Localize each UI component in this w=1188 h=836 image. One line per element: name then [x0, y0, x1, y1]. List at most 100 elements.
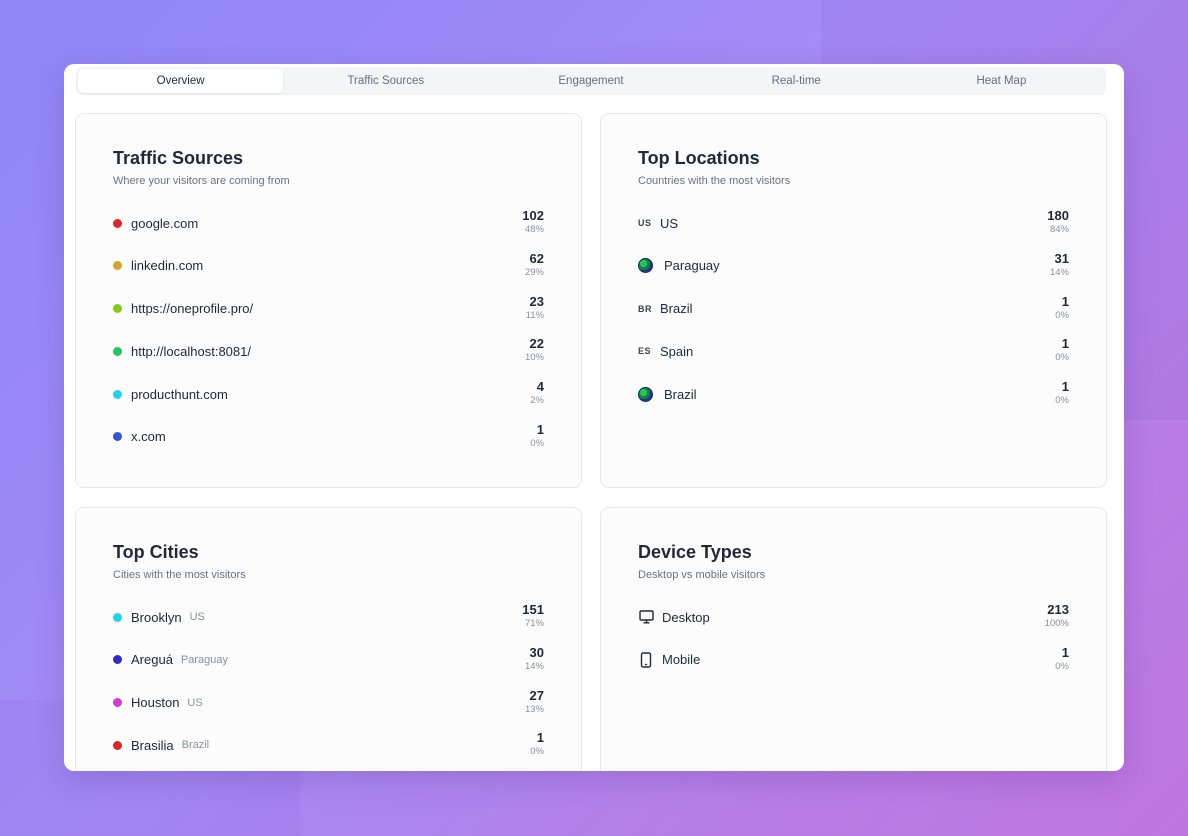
visitor-count: 4	[536, 379, 544, 395]
list-item: Paraguay 31 14%	[638, 250, 1069, 293]
visitor-count: 27	[529, 687, 544, 703]
city-label: Brasilia	[131, 737, 174, 753]
source-label: https://oneprofile.pro/	[131, 301, 254, 317]
card-title: Top Cities	[113, 542, 199, 562]
visitor-percent: 0%	[530, 746, 544, 758]
color-dot	[113, 304, 122, 314]
country-label: US	[660, 215, 679, 231]
source-label: http://localhost:8081/	[131, 343, 251, 359]
list-item: US US 180 84%	[638, 207, 1069, 250]
visitor-percent: 14%	[524, 660, 544, 672]
visitor-count: 22	[529, 336, 544, 352]
visitor-count: 30	[529, 644, 544, 660]
color-dot	[113, 218, 122, 228]
visitor-percent: 0%	[1055, 309, 1069, 321]
list-item: http://localhost:8081/ 22 10%	[113, 335, 544, 378]
visitor-percent: 14%	[1049, 266, 1069, 278]
color-dot	[113, 261, 122, 271]
country-code: ES	[638, 346, 652, 357]
tab-engagement[interactable]: Engagement	[558, 75, 624, 87]
visitor-count: 1	[1061, 644, 1069, 660]
visitor-count: 1	[1061, 379, 1069, 395]
color-dot	[113, 740, 122, 750]
list-item: https://oneprofile.pro/ 23 11%	[113, 293, 544, 336]
visitor-percent: 0%	[530, 437, 544, 449]
visitor-percent: 13%	[524, 703, 544, 715]
color-dot	[113, 389, 122, 399]
city-label: Brooklyn	[131, 609, 182, 625]
tab-real-time[interactable]: Real-time	[771, 75, 821, 87]
tab-heat-map[interactable]: Heat Map	[976, 75, 1027, 87]
country-code: BR	[638, 303, 652, 314]
visitor-percent: 29%	[524, 266, 544, 278]
list-item: ES Spain 1 0%	[638, 335, 1069, 378]
globe-icon	[638, 386, 653, 402]
source-label: google.com	[131, 215, 199, 231]
mobile-icon	[638, 652, 654, 668]
color-dot	[113, 698, 122, 708]
city-country: Paraguay	[180, 653, 229, 666]
city-label: Houston	[131, 695, 180, 711]
visitor-count: 213	[1047, 602, 1069, 617]
globe-icon	[638, 258, 653, 274]
tab-overview[interactable]: Overview	[78, 69, 284, 93]
tab-traffic-sources[interactable]: Traffic Sources	[347, 75, 425, 87]
list-item: Brasilia Brazil 1 0%	[113, 729, 544, 771]
analytics-window: Overview Traffic Sources Engagement Real…	[64, 64, 1124, 771]
source-label: x.com	[131, 429, 166, 445]
visitor-percent: 2%	[530, 395, 544, 407]
visitor-count: 23	[529, 293, 544, 309]
desktop-icon	[638, 609, 654, 625]
list-item: Areguá Paraguay 30 14%	[113, 644, 544, 687]
list-item: Desktop 213 100%	[638, 601, 1069, 644]
list-item: Brooklyn US 151 71%	[113, 601, 544, 644]
visitor-count: 102	[522, 208, 544, 223]
city-country: US	[189, 611, 205, 623]
list-item: x.com 1 0%	[113, 421, 544, 464]
color-dot	[113, 346, 122, 356]
card-title: Top Locations	[638, 148, 760, 168]
city-country: US	[187, 696, 203, 709]
country-label: Paraguay	[664, 258, 720, 274]
top-cities-card: Top Cities Cities with the most visitors…	[75, 507, 582, 771]
tab-bar: Overview Traffic Sources Engagement Real…	[76, 67, 1106, 95]
visitor-count: 1	[536, 730, 544, 746]
top-locations-card: Top Locations Countries with the most vi…	[600, 113, 1107, 488]
card-subtitle: Where your visitors are coming from	[113, 175, 290, 187]
color-dot	[113, 655, 122, 665]
device-types-list: Desktop 213 100% Mobile 1 0%	[638, 601, 1069, 687]
visitor-percent: 0%	[1055, 352, 1069, 364]
visitor-count: 1	[1061, 336, 1069, 352]
visitor-count: 180	[1047, 208, 1069, 223]
list-item: Houston US 27 13%	[113, 687, 544, 730]
list-item: BR Brazil 1 0%	[638, 293, 1069, 336]
visitor-percent: 71%	[524, 618, 544, 629]
country-code: US	[638, 218, 652, 228]
visitor-percent: 84%	[1049, 224, 1069, 235]
city-label: Areguá	[131, 652, 173, 668]
country-label: Spain	[660, 343, 694, 359]
visitor-count: 151	[522, 602, 544, 617]
visitor-count: 31	[1054, 250, 1069, 266]
top-cities-list: Brooklyn US 151 71% Areguá Paraguay 30 14% H…	[113, 601, 544, 771]
source-label: producthunt.com	[131, 386, 228, 402]
list-item: Mobile 1 0%	[638, 644, 1069, 687]
device-types-card: Device Types Desktop vs mobile visitors …	[600, 507, 1107, 771]
visitor-percent: 11%	[525, 309, 544, 321]
visitor-percent: 0%	[1055, 660, 1069, 672]
card-subtitle: Cities with the most visitors	[113, 569, 246, 581]
device-label: Desktop	[662, 609, 710, 625]
card-title: Traffic Sources	[113, 148, 244, 168]
color-dot	[113, 612, 122, 622]
country-label: Brazil	[660, 301, 693, 317]
list-item: Brazil 1 0%	[638, 378, 1069, 421]
top-locations-list: US US 180 84% Paraguay 31 14% BR Brazil 1 0% …	[638, 207, 1069, 421]
visitor-percent: 0%	[1055, 395, 1069, 407]
visitor-percent: 48%	[524, 224, 544, 235]
list-item: producthunt.com 4 2%	[113, 378, 544, 421]
card-subtitle: Desktop vs mobile visitors	[638, 569, 766, 581]
list-item: linkedin.com 62 29%	[113, 250, 544, 293]
country-label: Brazil	[664, 386, 697, 402]
source-label: linkedin.com	[131, 258, 204, 274]
visitor-count: 1	[536, 421, 544, 437]
